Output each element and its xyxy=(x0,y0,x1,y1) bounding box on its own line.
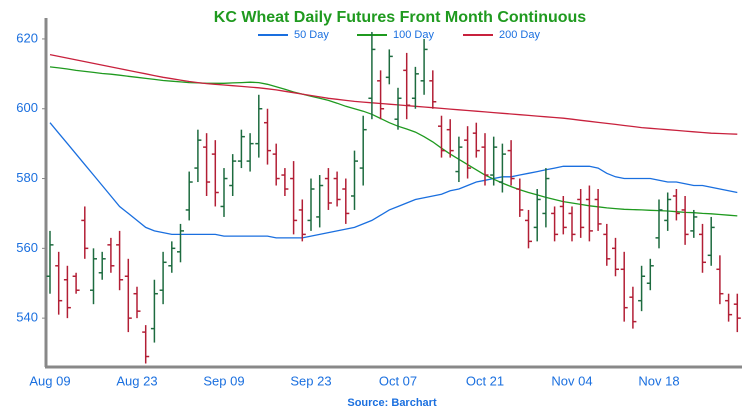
legend-label: 200 Day xyxy=(499,29,540,41)
x-tick-label: Aug 09 xyxy=(29,373,70,388)
x-tick-label: Oct 07 xyxy=(379,373,417,388)
x-tick-label: Sep 09 xyxy=(203,373,244,388)
ma-line xyxy=(49,53,738,135)
y-tick-label: 600 xyxy=(16,100,38,115)
y-tick-label: 580 xyxy=(16,170,38,185)
y-tick-label: 540 xyxy=(16,310,38,325)
ma-line xyxy=(49,122,738,239)
y-tick-label: 560 xyxy=(16,240,38,255)
ma-line xyxy=(49,66,738,217)
x-tick-label: Nov 18 xyxy=(638,373,679,388)
legend-label: 100 Day xyxy=(393,29,434,41)
chart-title: KC Wheat Daily Futures Front Month Conti… xyxy=(214,9,587,26)
y-tick-label: 620 xyxy=(16,30,38,45)
x-tick-label: Aug 23 xyxy=(116,373,157,388)
x-tick-label: Nov 04 xyxy=(551,373,592,388)
x-tick-label: Sep 23 xyxy=(290,373,331,388)
legend-label: 50 Day xyxy=(294,29,329,41)
x-tick-label: Oct 21 xyxy=(466,373,504,388)
source: Source: Barchart xyxy=(347,397,437,409)
